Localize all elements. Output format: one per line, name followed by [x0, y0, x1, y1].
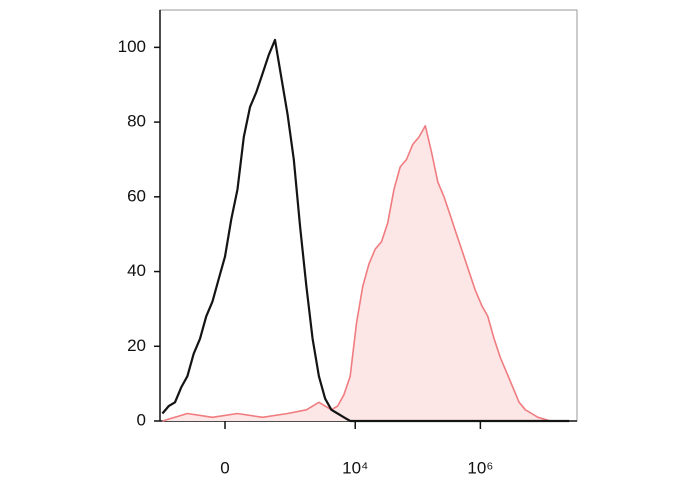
- y-tick-label: 60: [127, 186, 146, 205]
- y-tick-label: 40: [127, 261, 146, 280]
- y-tick-label: 100: [118, 37, 146, 56]
- x-tick-label: 10⁶: [467, 458, 493, 477]
- x-tick-label: 0: [220, 458, 229, 477]
- x-tick-label: 10⁴: [342, 458, 368, 477]
- histogram-curve: [161, 38, 570, 423]
- histogram-curve: [162, 125, 551, 422]
- y-tick-label: 20: [127, 336, 146, 355]
- y-tick-label: 0: [137, 410, 146, 429]
- y-tick-label: 80: [127, 112, 146, 131]
